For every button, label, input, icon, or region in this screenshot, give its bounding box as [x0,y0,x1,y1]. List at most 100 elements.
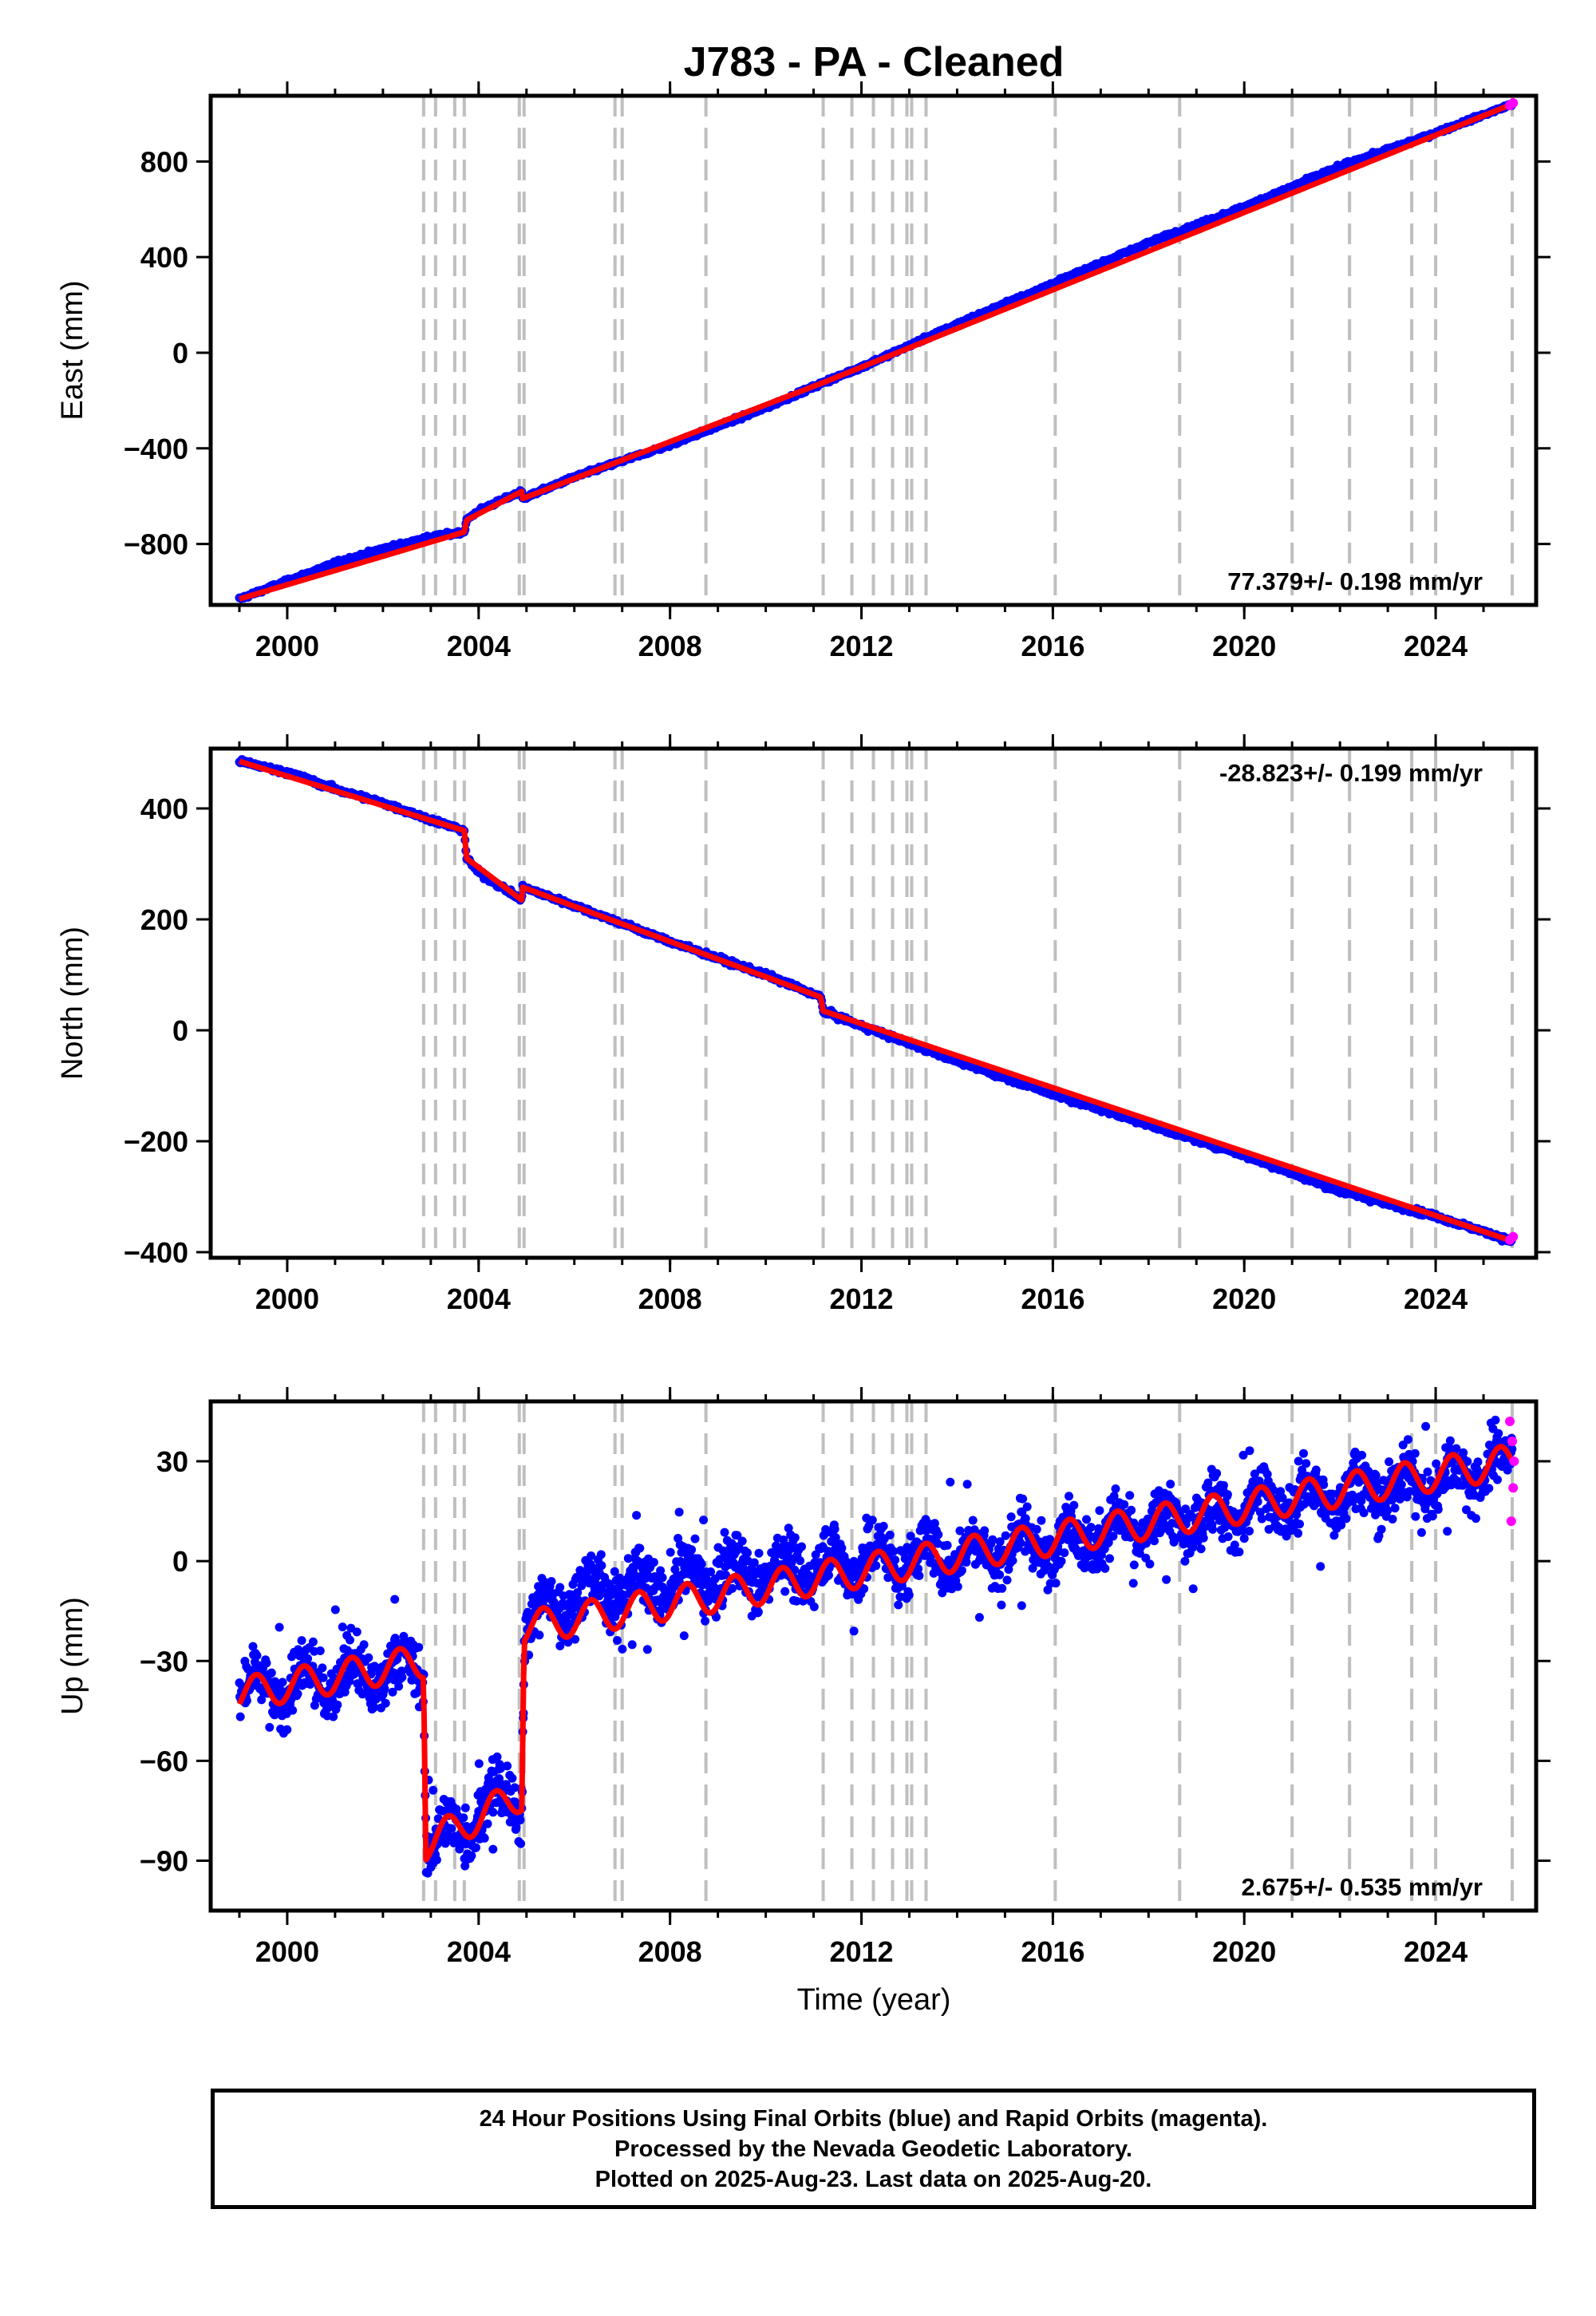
final-orbit-point [830,1524,839,1534]
final-orbit-point [1032,1524,1041,1534]
final-orbit-point [1108,1531,1118,1541]
final-orbit-point [885,1530,895,1539]
final-orbit-point [1125,1491,1135,1500]
final-orbit-point [904,1591,914,1600]
final-orbit-point [1082,1515,1091,1524]
final-orbit-point [1057,1556,1066,1566]
final-orbit-point [394,1682,404,1691]
final-orbit-point [728,1583,737,1593]
x-tick-label: 2008 [638,630,702,662]
final-orbit-point [706,1567,716,1576]
x-tick-label: 2024 [1404,630,1468,662]
final-orbit-point [414,1642,424,1652]
final-orbit-point [968,1516,978,1525]
final-orbit-point [282,1725,292,1734]
final-orbit-point [998,1583,1007,1593]
final-orbit-point [879,1521,888,1531]
final-orbit-point [555,1583,565,1592]
final-orbit-point [712,1612,721,1622]
x-tick-label: 2020 [1212,1282,1276,1315]
final-orbit-point [701,1616,710,1626]
final-orbit-point [510,1783,519,1792]
final-orbit-point [1001,1531,1010,1540]
rapid-orbit-point [1508,97,1519,108]
final-orbit-point [930,1519,939,1528]
final-orbit-point [346,1635,354,1645]
final-orbit-point [488,1808,498,1817]
final-orbit-point [1018,1494,1028,1504]
final-orbit-point [293,1690,302,1698]
final-orbit-point [891,1555,900,1565]
final-orbit-point [749,1558,759,1567]
x-tick-label: 2016 [1021,1282,1084,1315]
final-orbit-point [889,1547,899,1556]
final-orbit-point [503,1761,512,1771]
panel-north: 2000 2004 2008 2012 2016 2020 2024−400−2000200… [56,734,1551,1315]
final-orbit-point [380,1684,389,1694]
final-orbit-point [333,1700,342,1709]
final-orbit-point [267,1668,276,1678]
final-orbit-point [831,1533,840,1543]
plot-area-east [235,96,1519,605]
final-orbit-point [329,1712,338,1721]
final-orbit-point [472,1843,480,1852]
final-orbit-point [697,1559,706,1569]
final-orbit-point [1037,1516,1046,1525]
final-orbit-point [467,1851,476,1860]
final-orbit-point [516,1839,526,1848]
final-orbit-point [733,1531,742,1540]
final-orbit-point [754,1548,764,1558]
x-tick-label: 2024 [1404,1282,1468,1315]
final-orbit-point [920,1551,930,1560]
final-orbit-point [753,1607,763,1617]
final-orbit-point [248,1642,258,1651]
final-orbit-point [381,1698,390,1708]
final-orbit-point [797,1542,806,1551]
final-orbit-point [303,1654,313,1663]
final-orbit-point [432,1856,441,1864]
final-orbit-point [397,1673,407,1682]
final-orbit-point [460,1803,470,1812]
final-orbit-point [459,1813,468,1823]
final-orbit-point [318,1663,327,1673]
final-orbit-point [811,1550,820,1559]
final-orbit-point [1120,1500,1129,1509]
final-orbit-point [942,1540,952,1550]
final-orbit-point [315,1646,325,1655]
final-orbit-point [573,1588,583,1597]
y-tick-label: −800 [124,528,188,561]
plot-area-up [235,1401,1519,1911]
final-orbit-point [1109,1492,1119,1501]
x-tick-label: 2016 [1021,630,1084,662]
final-orbit-point [597,1561,606,1571]
velocity-rate-label: 77.379+/- 0.198 mm/yr [1227,567,1483,595]
final-orbit-point [658,1573,667,1583]
final-orbit-point [407,1675,417,1685]
final-orbit-point [505,1817,515,1827]
final-orbit-point [837,1543,847,1553]
final-orbit-point [288,1705,298,1715]
final-orbit-point [1002,1575,1012,1585]
final-orbit-point [310,1701,319,1710]
y-axis-label: East (mm) [56,280,89,420]
plot-area-north [235,749,1519,1258]
final-orbit-point [1105,1554,1114,1563]
x-tick-label: 2012 [829,630,893,662]
final-orbit-point [859,1584,869,1594]
velocity-rate-label: -28.823+/- 0.199 mm/yr [1219,759,1483,787]
panel-frame [208,746,1539,1260]
final-orbit-point [297,1636,306,1646]
final-orbit-point [962,1558,971,1567]
final-orbit-point [995,1537,1005,1547]
final-orbit-point [535,1630,544,1640]
final-orbit-point [547,1577,556,1586]
y-axis-label: North (mm) [56,927,89,1080]
final-orbit-point [278,1678,287,1687]
final-orbit-point [780,1587,790,1596]
y-tick-label: 800 [140,145,188,178]
y-tick-label: −400 [124,433,188,465]
y-tick-label: 200 [140,903,188,936]
final-orbit-point [262,1658,271,1668]
final-orbit-point [824,1571,833,1580]
model-fit-line [237,101,1515,602]
